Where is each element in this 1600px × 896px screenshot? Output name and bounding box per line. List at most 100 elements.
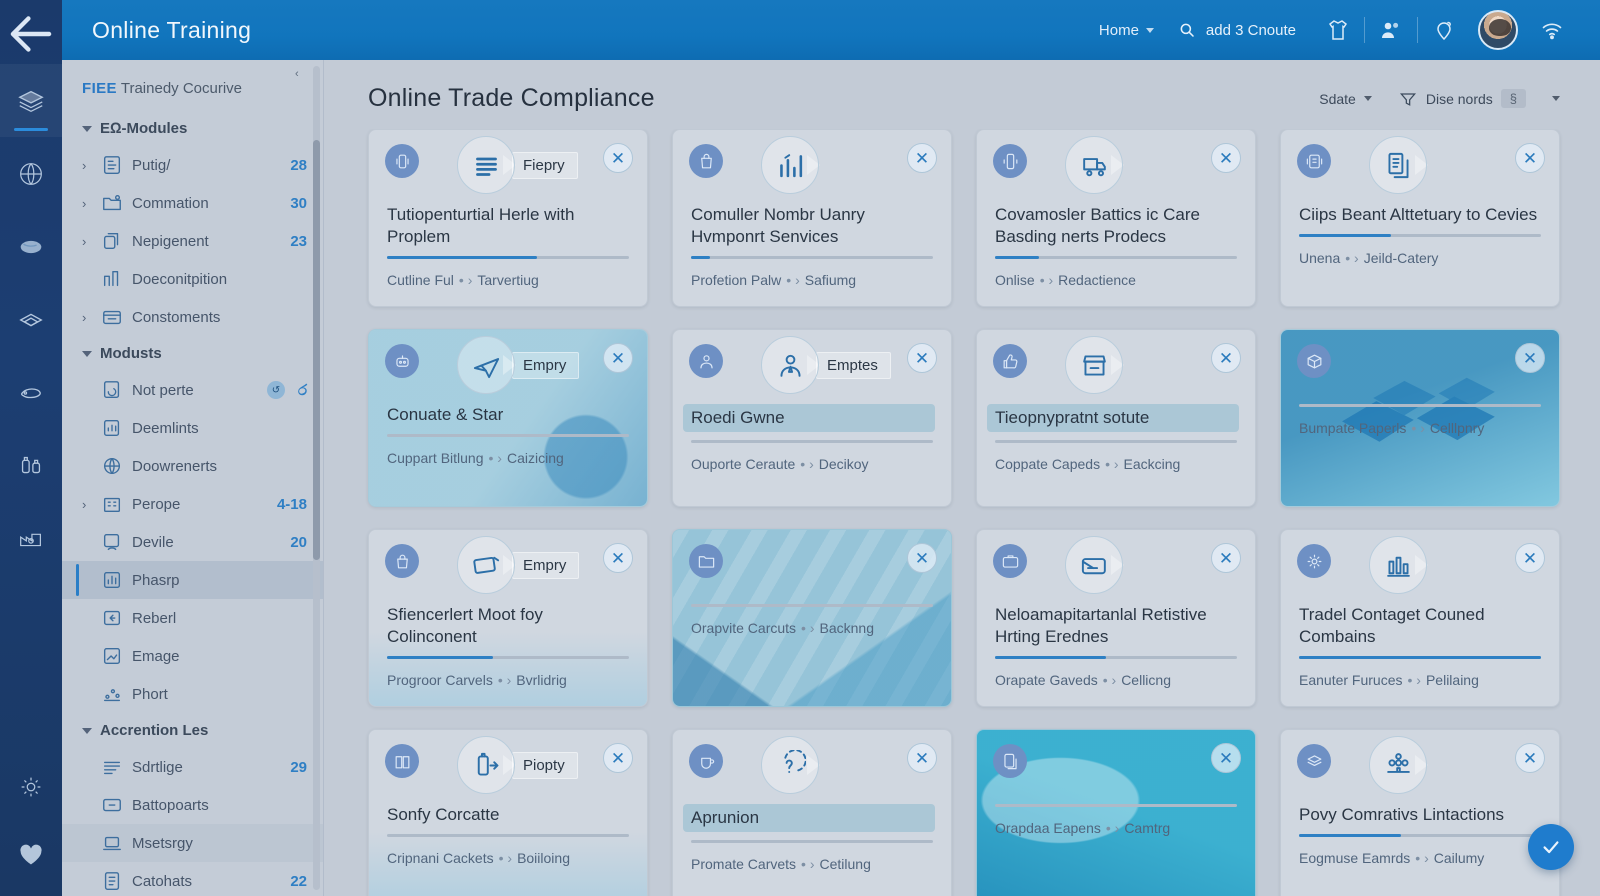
card-badge[interactable]: [1065, 336, 1124, 394]
sidebar-item-not-perte[interactable]: Not perte ↺ ර: [62, 371, 323, 409]
sidebar-group-1[interactable]: Modusts: [62, 336, 323, 371]
card-close-button[interactable]: ✕: [603, 143, 633, 173]
card-avatar-icon[interactable]: [385, 344, 419, 378]
sidebar-item-constoments[interactable]: › Constoments: [62, 298, 323, 336]
sidebar-item-doowrenerts[interactable]: Doowrenerts: [62, 447, 323, 485]
card-close-button[interactable]: ✕: [907, 543, 937, 573]
card-close-button[interactable]: ✕: [603, 543, 633, 573]
card-avatar-icon[interactable]: [993, 544, 1027, 578]
card-badge[interactable]: [1065, 536, 1124, 594]
card-close-button[interactable]: ✕: [1515, 543, 1545, 573]
rail-item-world[interactable]: [0, 210, 62, 283]
card-close-button[interactable]: ✕: [603, 343, 633, 373]
course-card[interactable]: ✕ Ciips Beant Alttetuary to Cevies Unena • …: [1280, 129, 1560, 307]
card-avatar-icon[interactable]: [1297, 544, 1331, 578]
card-close-button[interactable]: ✕: [1211, 743, 1241, 773]
card-close-button[interactable]: ✕: [907, 343, 937, 373]
contacts-icon-button[interactable]: [1365, 0, 1417, 60]
course-card[interactable]: Empry ✕ Sfiencerlert Moot foy Colinconent P…: [368, 529, 648, 707]
card-close-button[interactable]: ✕: [1211, 143, 1241, 173]
rail-item-network[interactable]: [0, 137, 62, 210]
card-avatar-icon[interactable]: [993, 144, 1027, 178]
course-card[interactable]: ✕ Bumpate Paperls • › Celllpnry: [1280, 329, 1560, 507]
sidebar-group-0[interactable]: EΩ-Modules: [62, 111, 323, 146]
sidebar-item-phort[interactable]: Phort: [62, 675, 323, 713]
sidebar-item-commation[interactable]: › Commation 30: [62, 184, 323, 222]
card-badge[interactable]: [761, 136, 820, 194]
sidebar-scrollbar-thumb[interactable]: [313, 140, 320, 560]
sidebar-item-deemlints[interactable]: Deemlints: [62, 409, 323, 447]
sidebar-item-battopoarts[interactable]: Battopoarts: [62, 786, 323, 824]
card-badge[interactable]: Piopty: [457, 736, 578, 794]
sidebar-item-sdrtlige[interactable]: Sdrtlige 29: [62, 748, 323, 786]
user-avatar[interactable]: [1478, 10, 1518, 50]
card-avatar-icon[interactable]: [689, 344, 723, 378]
wifi-icon-button[interactable]: [1526, 0, 1578, 60]
rail-item-products[interactable]: [0, 429, 62, 502]
sidebar-item-msetsrgy[interactable]: Msetsrgy: [62, 824, 323, 862]
card-badge[interactable]: Emptes: [761, 336, 891, 394]
rail-item-settings[interactable]: [0, 750, 62, 823]
sidebar-item-emage[interactable]: Emage: [62, 637, 323, 675]
card-avatar-icon[interactable]: [385, 144, 419, 178]
card-avatar-icon[interactable]: [689, 144, 723, 178]
card-avatar-icon[interactable]: [689, 744, 723, 778]
sidebar-collapse-button[interactable]: ‹: [295, 68, 299, 80]
sidebar-item-putig-[interactable]: › Putig/28: [62, 146, 323, 184]
card-badge[interactable]: [1065, 136, 1124, 194]
card-badge[interactable]: Empry: [457, 536, 580, 594]
course-card[interactable]: ✕ Orapdaa Eapens • › Camtrg: [976, 729, 1256, 896]
more-options-button[interactable]: [1552, 96, 1560, 101]
card-close-button[interactable]: ✕: [907, 743, 937, 773]
confirm-fab-button[interactable]: [1528, 824, 1574, 870]
course-card[interactable]: Emptes ✕ Roedi Gwne Ouporte Ceraute • › Decik…: [672, 329, 952, 507]
card-close-button[interactable]: ✕: [1515, 343, 1545, 373]
card-badge[interactable]: Fiepry: [457, 136, 578, 194]
card-avatar-icon[interactable]: [385, 744, 419, 778]
search-input[interactable]: add 3 Cnoute: [1168, 21, 1312, 39]
apparel-icon-button[interactable]: [1312, 0, 1364, 60]
sort-dropdown[interactable]: Sdate: [1319, 91, 1372, 107]
sidebar-item-doeconitpition[interactable]: Doeconitpition: [62, 260, 323, 298]
card-badge[interactable]: [1369, 536, 1428, 594]
card-close-button[interactable]: ✕: [1211, 543, 1241, 573]
sidebar-item-nepigenent[interactable]: › Nepigenent 23: [62, 222, 323, 260]
card-close-button[interactable]: ✕: [1515, 143, 1545, 173]
rail-item-plants[interactable]: [0, 502, 62, 575]
course-card[interactable]: ✕ Tieopnypratnt sotute Coppate Capeds • › Ea…: [976, 329, 1256, 507]
sidebar-item-catohats[interactable]: Catohats 22: [62, 862, 323, 896]
card-close-button[interactable]: ✕: [1515, 743, 1545, 773]
card-avatar-icon[interactable]: [385, 544, 419, 578]
sidebar-group-2[interactable]: Accrention Les: [62, 713, 323, 748]
rail-item-tags[interactable]: [0, 356, 62, 429]
rail-item-library[interactable]: [0, 64, 62, 137]
sidebar-item-perope[interactable]: › Perope 4-18: [62, 485, 323, 523]
sidebar-item-reberl[interactable]: Reberl: [62, 599, 323, 637]
card-close-button[interactable]: ✕: [907, 143, 937, 173]
card-badge[interactable]: [1369, 136, 1428, 194]
course-card[interactable]: Piopty ✕ Sonfy Corcatte Cripnani Cackets • ›…: [368, 729, 648, 896]
course-card[interactable]: ✕ Comuller Nombr Uanry Hvmponrt Senvices P…: [672, 129, 952, 307]
sidebar-item-phasrp[interactable]: Phasrp: [62, 561, 323, 599]
card-badge[interactable]: [761, 736, 820, 794]
course-card[interactable]: ✕ Neloamapitartanlal Retistive Hrting Ere…: [976, 529, 1256, 707]
card-close-button[interactable]: ✕: [603, 743, 633, 773]
course-card[interactable]: ✕ Povy Comrativs Lintactions Eogmuse Eamrd…: [1280, 729, 1560, 896]
card-avatar-icon[interactable]: [993, 344, 1027, 378]
back-button[interactable]: [0, 4, 62, 64]
sidebar-item-devile[interactable]: Devile 20: [62, 523, 323, 561]
card-avatar-icon[interactable]: [1297, 344, 1331, 378]
card-close-button[interactable]: ✕: [1211, 343, 1241, 373]
filter-dropdown[interactable]: Dise nords §: [1398, 89, 1526, 109]
course-card[interactable]: ✕ Tradel Contaget Couned Combains Eanuter …: [1280, 529, 1560, 707]
course-card[interactable]: Empry ✕ Conuate & Star Cuppart Bitlung • › Ca…: [368, 329, 648, 507]
rail-item-layers[interactable]: [0, 283, 62, 356]
card-avatar-icon[interactable]: [1297, 144, 1331, 178]
home-menu[interactable]: Home: [1085, 22, 1168, 39]
rail-item-favorites[interactable]: [0, 823, 62, 896]
course-card[interactable]: ✕ Covamosler Battics ic Care Basding nert…: [976, 129, 1256, 307]
card-badge[interactable]: [1369, 736, 1428, 794]
card-badge[interactable]: Empry: [457, 336, 580, 394]
course-card[interactable]: ✕ Aprunion Promate Carvets • › Cetilung: [672, 729, 952, 896]
course-card[interactable]: ✕ Orapvite Carcuts • › Backnng: [672, 529, 952, 707]
